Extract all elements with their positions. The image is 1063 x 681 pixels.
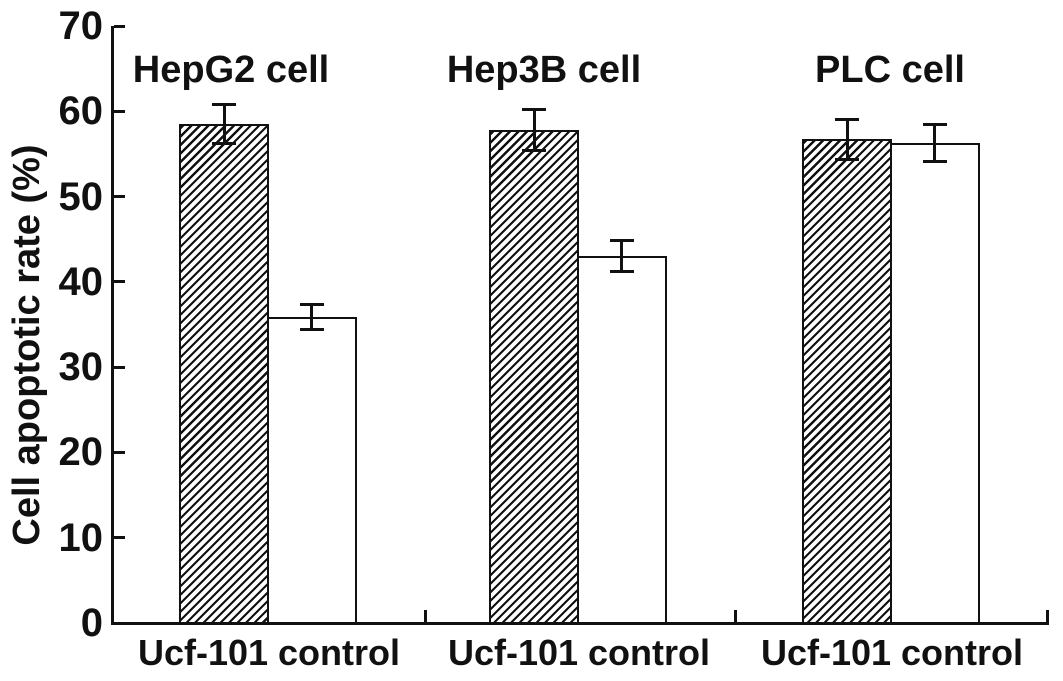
error-bar-top-cap <box>922 122 947 126</box>
bar-control <box>889 142 980 625</box>
error-bar-stem <box>620 240 623 272</box>
error-bar-bottom-cap <box>212 142 236 146</box>
error-bar-stem <box>933 124 936 162</box>
x-tick-label: Ucf-101 control <box>760 632 1024 673</box>
error-bar-bottom-cap <box>922 160 947 164</box>
y-tick <box>114 195 125 199</box>
bar-control <box>576 256 667 625</box>
group-title: Hep3B cell <box>446 49 642 91</box>
error-bar-stem <box>222 104 226 144</box>
y-tick-label: 20 <box>58 430 104 475</box>
error-bar-bottom-cap <box>299 328 324 332</box>
y-tick <box>114 24 125 28</box>
y-tick <box>114 536 125 540</box>
y-tick <box>114 109 125 113</box>
y-tick-label: 0 <box>80 601 103 645</box>
error-bar-top-cap <box>299 302 324 306</box>
x-tick-label: Ucf-101 control <box>137 632 401 673</box>
error-bar-stem <box>310 304 313 330</box>
x-axis-tick <box>423 610 427 622</box>
group-title: PLC cell <box>815 49 965 91</box>
error-bar-bottom-cap <box>609 270 634 274</box>
error-bar-top-cap <box>522 108 546 112</box>
bar-ucf101 <box>802 139 892 625</box>
x-tick-label: Ucf-101 control <box>447 632 711 673</box>
bar-ucf101 <box>489 130 579 625</box>
error-bar-bottom-cap <box>522 149 546 153</box>
error-bar-top-cap <box>212 102 236 106</box>
group-title: HepG2 cell <box>132 49 330 91</box>
error-bar-stem <box>845 119 849 160</box>
error-bar-top-cap <box>609 239 634 243</box>
y-tick-label: 50 <box>58 174 104 219</box>
y-tick <box>114 450 125 454</box>
y-tick <box>114 365 125 369</box>
error-bar-stem <box>532 109 536 151</box>
y-tick-label: 30 <box>58 345 104 390</box>
y-tick-label: 60 <box>58 89 104 134</box>
bar-control <box>266 316 357 625</box>
bar-ucf101 <box>179 124 269 625</box>
y-tick-label: 10 <box>58 515 104 560</box>
x-axis-tick <box>1045 610 1049 622</box>
y-tick-label: 40 <box>58 259 104 304</box>
x-axis-tick <box>733 610 737 622</box>
error-bar-bottom-cap <box>835 157 859 161</box>
error-bar-top-cap <box>835 118 859 122</box>
y-tick <box>114 280 125 284</box>
y-tick-label: 70 <box>58 4 104 48</box>
y-axis <box>111 26 114 625</box>
